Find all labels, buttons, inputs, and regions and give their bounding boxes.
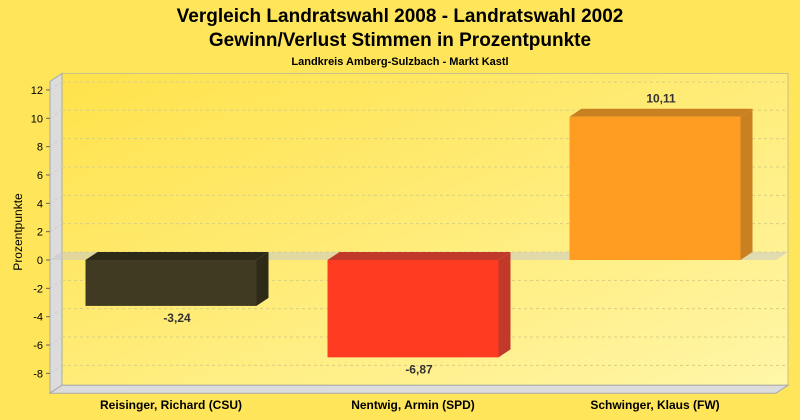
y-tick-label: -6 <box>33 340 43 352</box>
y-tick-label: 6 <box>37 170 43 182</box>
x-tick-label: Schwinger, Klaus (FW) <box>590 398 719 412</box>
y-tick-label: -8 <box>33 368 43 380</box>
bar <box>569 116 741 260</box>
y-tick-label: 8 <box>37 142 43 154</box>
y-tick-label: 4 <box>37 198 43 210</box>
data-label: -6,87 <box>405 362 433 376</box>
gridline-diag <box>49 166 63 176</box>
gridline-diag <box>49 109 63 119</box>
y-tick-label: -2 <box>33 283 43 295</box>
bar-side-face <box>498 252 511 358</box>
y-tick-label: 10 <box>31 113 43 125</box>
gridline-diag <box>49 223 63 233</box>
gridline-diag <box>49 194 63 204</box>
y-axis-label: Prozentpunkte <box>11 193 25 271</box>
gridline-diag <box>49 138 63 148</box>
bar <box>327 260 499 358</box>
bar-top-face <box>85 252 269 260</box>
y-tick-label: 2 <box>37 227 43 239</box>
y-tick-label: -4 <box>33 312 43 324</box>
plot-floor <box>48 384 790 394</box>
bar-top-face <box>569 108 753 117</box>
gridline-diag <box>49 308 63 318</box>
chart-title: Vergleich Landratswahl 2008 - Landratswa… <box>177 6 624 27</box>
plot-left-wall <box>49 72 63 395</box>
data-label: -3,24 <box>163 311 191 325</box>
gridline-diag <box>49 279 63 289</box>
bar-side-face <box>740 108 753 260</box>
bar-top-face <box>327 252 511 260</box>
y-tick-label: 12 <box>31 85 43 97</box>
data-label: 10,11 <box>646 92 676 106</box>
bar <box>85 260 257 306</box>
gridline-diag <box>49 364 63 374</box>
chart-subsubtitle: Landkreis Amberg-Sulzbach - Markt Kastl <box>291 56 508 68</box>
y-tick-label: 0 <box>37 255 43 267</box>
x-tick-label: Nentwig, Armin (SPD) <box>351 398 475 412</box>
bar-side-face <box>256 252 269 306</box>
gridline-diag <box>49 336 63 346</box>
x-tick-label: Reisinger, Richard (CSU) <box>100 398 242 412</box>
chart-subtitle: Gewinn/Verlust Stimmen in Prozentpunkte <box>209 30 591 51</box>
gridline-diag <box>49 81 63 91</box>
